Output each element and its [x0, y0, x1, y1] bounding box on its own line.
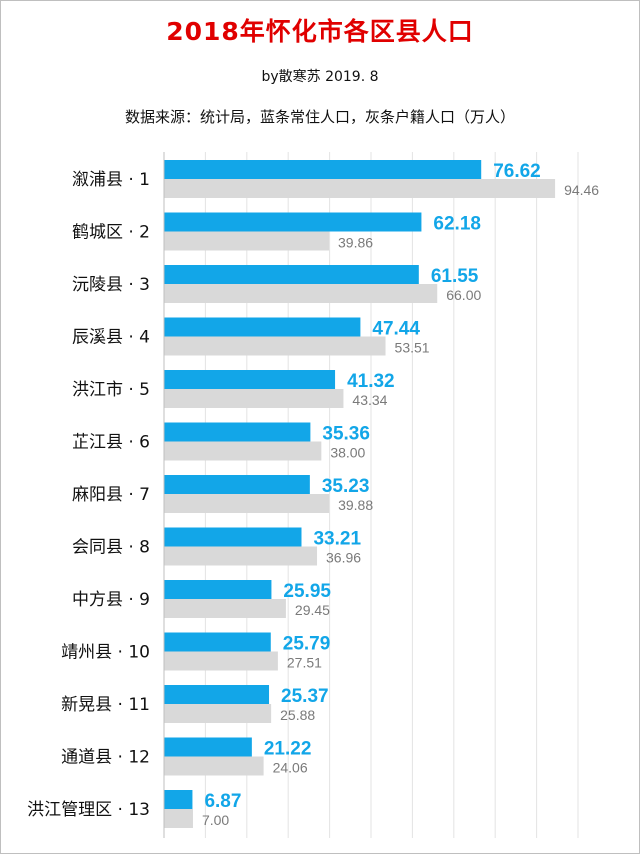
value-label-registered: 43.34 [352, 392, 387, 408]
category-label: 通道县 · 12 [61, 748, 150, 768]
bar-resident-population [164, 632, 271, 652]
category-label: 靖州县 · 10 [61, 643, 150, 663]
bar-registered-population [164, 756, 264, 776]
category-label: 芷江县 · 6 [72, 433, 150, 453]
bar-registered-population [164, 704, 272, 723]
bar-resident-population [164, 475, 310, 494]
value-label-resident: 25.95 [283, 581, 331, 602]
value-label-registered: 36.96 [326, 550, 361, 566]
value-label-registered: 66.00 [446, 287, 481, 303]
value-label-registered: 38.00 [330, 445, 365, 461]
category-label: 溆浦县 · 1 [72, 170, 150, 190]
bar-registered-population [164, 809, 193, 828]
category-label: 鹤城区 · 2 [72, 223, 150, 243]
value-label-resident: 33.21 [313, 529, 361, 550]
bar-resident-population [164, 370, 336, 389]
value-label-registered: 27.51 [287, 655, 322, 671]
category-label: 中方县 · 9 [72, 590, 150, 610]
bar-resident-population [164, 317, 361, 337]
bar-registered-population [164, 389, 344, 408]
bar-resident-population [164, 160, 482, 179]
category-label: 洪江管理区 · 13 [27, 800, 150, 820]
bar-resident-population [164, 527, 302, 547]
value-label-resident: 35.36 [322, 424, 370, 445]
value-label-resident: 47.44 [372, 319, 420, 340]
value-label-resident: 21.22 [264, 739, 312, 760]
category-label: 新晃县 · 11 [61, 695, 150, 715]
value-label-registered: 94.46 [564, 182, 599, 198]
value-label-resident: 62.18 [433, 214, 481, 235]
value-label-registered: 29.45 [295, 602, 330, 618]
chart-subtitle: by散寒苏 2019. 8 [261, 69, 379, 85]
bar-registered-population [164, 284, 438, 303]
value-label-resident: 61.55 [431, 266, 479, 287]
bar-resident-population [164, 580, 272, 599]
bar-resident-population [164, 790, 193, 809]
chart-note: 数据来源：统计局，蓝条常住人口，灰条户籍人口（万人） [124, 108, 515, 126]
value-label-resident: 41.32 [347, 371, 395, 392]
value-label-resident: 25.79 [283, 634, 331, 655]
value-label-registered: 53.51 [395, 340, 430, 356]
chart-title: 2018年怀化市各区县人口 [166, 17, 474, 46]
value-label-resident: 25.37 [281, 686, 329, 707]
value-label-resident: 35.23 [322, 476, 370, 497]
bar-resident-population [164, 685, 270, 704]
bar-resident-population [164, 737, 252, 757]
category-label: 会同县 · 8 [72, 538, 150, 558]
bar-registered-population [164, 546, 318, 566]
bar-registered-population [164, 494, 330, 513]
category-label: 麻阳县 · 7 [72, 485, 150, 505]
value-label-registered: 7.00 [202, 812, 229, 828]
value-label-registered: 25.88 [280, 707, 315, 723]
bar-registered-population [164, 179, 556, 198]
value-label-resident: 6.87 [204, 791, 241, 812]
category-label: 沅陵县 · 3 [72, 275, 150, 295]
value-label-registered: 39.86 [338, 235, 373, 251]
value-label-registered: 39.88 [338, 497, 373, 513]
value-label-registered: 24.06 [273, 760, 308, 776]
bar-resident-population [164, 422, 311, 442]
category-label: 洪江市 · 5 [72, 380, 150, 400]
bar-resident-population [164, 212, 422, 232]
bar-resident-population [164, 265, 419, 284]
bar-registered-population [164, 441, 322, 461]
bar-registered-population [164, 231, 330, 251]
bar-registered-population [164, 336, 386, 356]
bar-registered-population [164, 651, 278, 671]
bar-registered-population [164, 599, 286, 618]
category-label: 辰溪县 · 4 [72, 328, 150, 348]
value-label-resident: 76.62 [493, 161, 541, 182]
